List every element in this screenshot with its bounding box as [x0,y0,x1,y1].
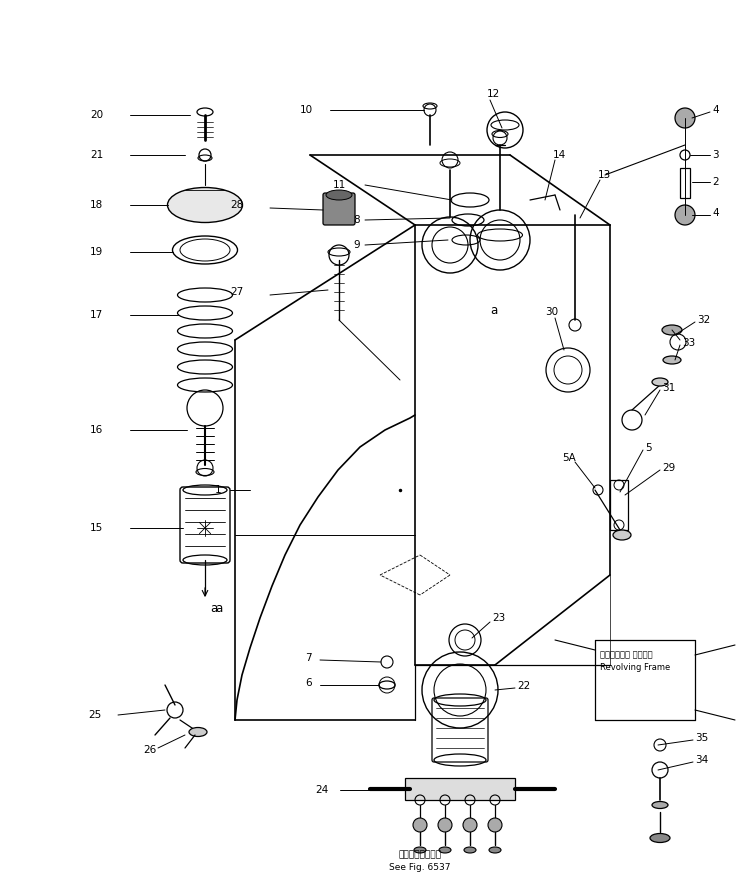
Ellipse shape [613,530,631,540]
Text: 3: 3 [712,150,719,160]
Text: 32: 32 [697,315,710,325]
Circle shape [413,818,427,832]
Text: 第６５３７図参照: 第６５３７図参照 [399,850,442,859]
Ellipse shape [439,847,451,853]
Text: 25: 25 [88,710,101,720]
Text: 6: 6 [305,678,312,688]
FancyBboxPatch shape [432,698,488,762]
Bar [405,778,515,800]
Ellipse shape [167,188,243,222]
Text: 5A: 5A [562,453,576,463]
FancyBboxPatch shape [180,487,230,563]
Circle shape [488,818,502,832]
Circle shape [438,818,452,832]
Ellipse shape [652,378,668,386]
Bar [680,168,690,198]
Text: 1: 1 [215,485,221,495]
Ellipse shape [414,847,426,853]
Ellipse shape [489,847,501,853]
Text: 18: 18 [90,200,104,210]
Ellipse shape [650,833,670,842]
Ellipse shape [652,802,668,809]
Text: 23: 23 [492,613,505,623]
Text: 33: 33 [682,338,696,348]
Text: 2: 2 [712,177,719,187]
Text: 12: 12 [487,89,500,99]
Text: a: a [215,602,222,615]
FancyBboxPatch shape [323,193,355,225]
Text: レボルビング フレーム: レボルビング フレーム [600,651,653,660]
Text: See Fig. 6537: See Fig. 6537 [389,863,451,872]
Text: 26: 26 [143,745,156,755]
Text: 31: 31 [662,383,676,393]
Text: 15: 15 [90,523,104,533]
Text: 34: 34 [695,755,708,765]
Text: 30: 30 [545,307,558,317]
Text: 4: 4 [712,208,719,218]
Ellipse shape [663,356,681,364]
Text: 21: 21 [90,150,104,160]
Text: a: a [210,602,218,615]
Text: 14: 14 [553,150,566,160]
Text: 19: 19 [90,247,104,257]
Ellipse shape [189,728,207,736]
Text: 16: 16 [90,425,104,435]
Text: 10: 10 [300,105,313,115]
Text: 20: 20 [90,110,103,120]
Ellipse shape [464,847,476,853]
Ellipse shape [326,190,352,200]
Ellipse shape [662,325,682,335]
Text: 8: 8 [353,215,360,225]
Text: 9: 9 [353,240,360,250]
Circle shape [675,205,695,225]
Text: 17: 17 [90,310,104,320]
Text: 11: 11 [333,180,346,190]
Text: Revolving Frame: Revolving Frame [600,663,670,672]
Text: 24: 24 [315,785,329,795]
Text: 27: 27 [230,287,243,297]
Circle shape [675,108,695,128]
Text: a: a [490,303,497,317]
Text: 7: 7 [305,653,312,663]
Text: 4: 4 [712,105,719,115]
Text: 13: 13 [598,170,611,180]
Text: 28: 28 [230,200,243,210]
Circle shape [463,818,477,832]
Text: 22: 22 [517,681,531,691]
Text: 5: 5 [645,443,652,453]
Bar [610,480,628,530]
Text: 35: 35 [695,733,708,743]
Text: 29: 29 [662,463,676,473]
